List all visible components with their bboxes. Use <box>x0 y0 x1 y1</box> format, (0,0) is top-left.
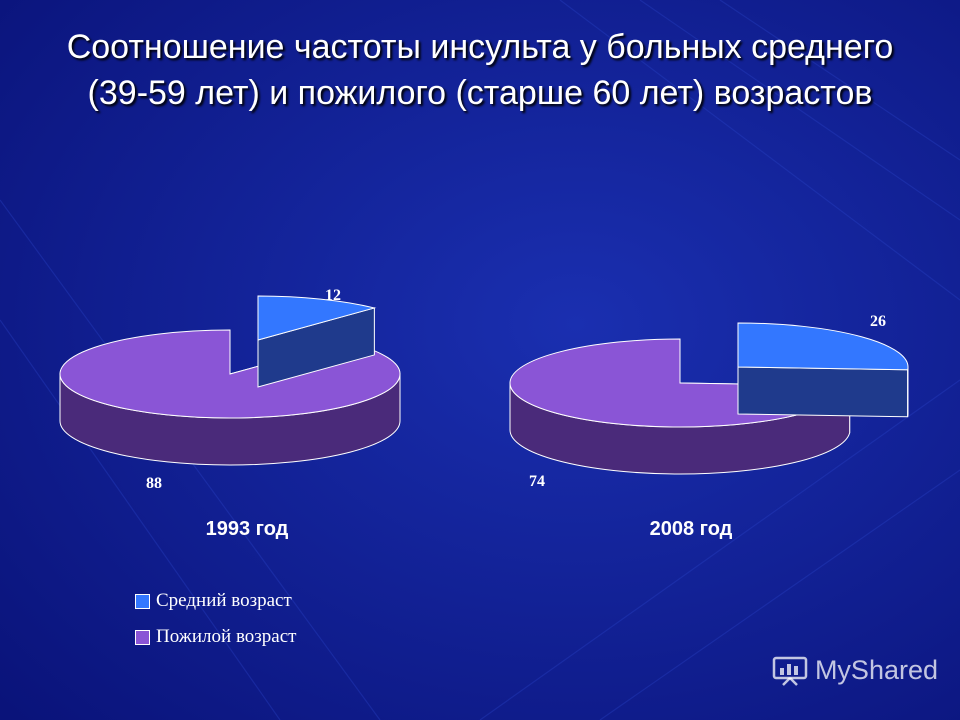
data-label-1-1: 74 <box>529 473 545 490</box>
pie-chart-1: 26 74 <box>509 313 909 490</box>
pie-slice-middle-1-top <box>737 322 909 371</box>
data-label-0-0: 12 <box>325 287 341 304</box>
pie-slice-middle-0-top <box>257 295 377 341</box>
legend-label-elderly: Пожилой возраст <box>156 626 297 647</box>
legend: Средний возраст Пожилой возраст <box>135 583 296 655</box>
pie-chart-0: 12 88 <box>59 287 401 492</box>
data-label-0-1: 88 <box>146 475 162 492</box>
pie-slice-middle-0 <box>257 295 377 388</box>
slide-title: Соотношение частоты инсульта у больных с… <box>66 28 894 112</box>
pie-slice-middle-1 <box>737 322 909 418</box>
watermark-text: MyShared <box>814 654 938 685</box>
legend-swatch-middle <box>135 593 150 609</box>
legend-item-middle: Средний возраст <box>135 583 296 619</box>
presentation-icon <box>772 656 808 686</box>
legend-label-middle: Средний возраст <box>156 590 292 611</box>
legend-item-elderly: Пожилой возраст <box>135 619 296 655</box>
data-label-1-0: 26 <box>870 313 886 330</box>
year-label-2008: 2008 год <box>649 518 733 540</box>
legend-swatch-elderly <box>135 629 150 645</box>
year-label-1993: 1993 год <box>205 518 289 540</box>
pie-slice-middle-1-wall-1 <box>737 366 909 418</box>
watermark: MyShared <box>771 654 938 686</box>
